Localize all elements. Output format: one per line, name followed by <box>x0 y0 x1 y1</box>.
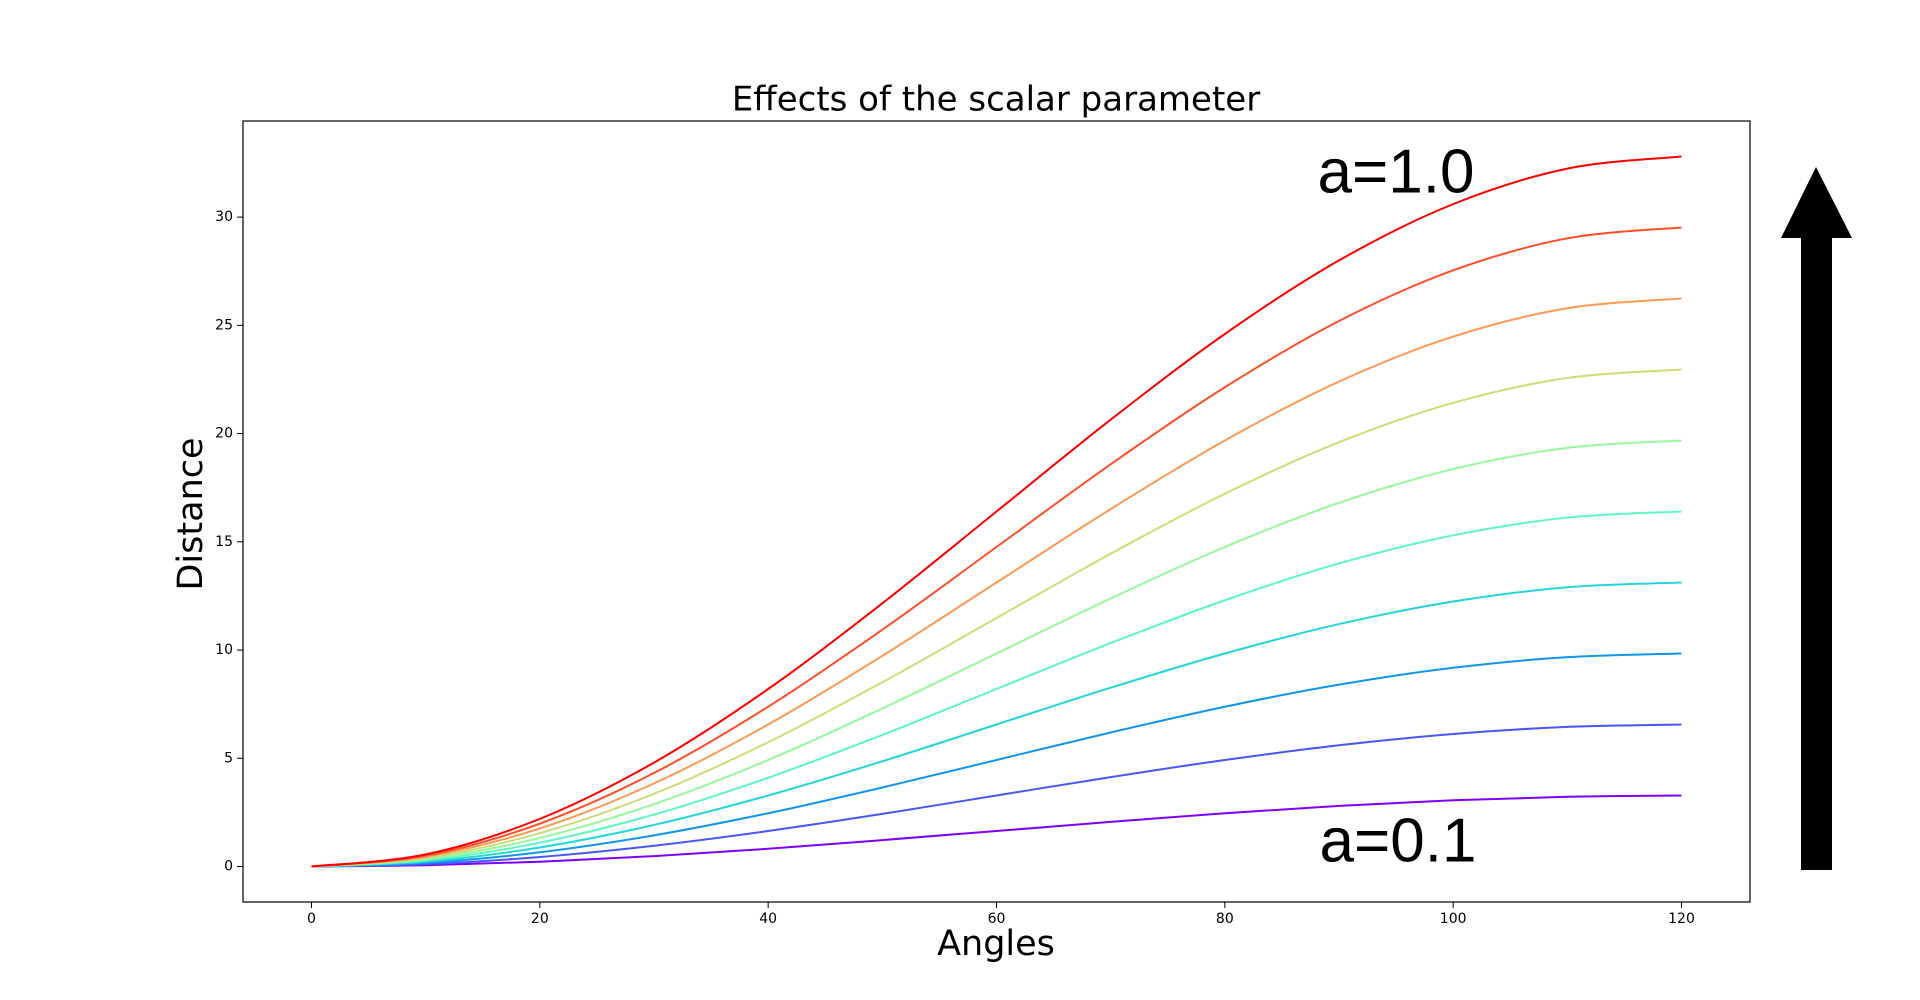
line-series <box>311 652 1682 868</box>
line-series <box>311 794 1682 868</box>
line-series <box>311 368 1682 868</box>
plot-area: 0 20 40 60 80 100 120 0 5 10 15 20 25 30 <box>215 155 1695 927</box>
y-tick-label: 10 <box>215 642 233 658</box>
x-axis-label: Angles <box>937 924 1055 964</box>
y-tick-label: 30 <box>215 209 233 225</box>
y-tick-label: 0 <box>224 859 233 875</box>
x-tick-label: 40 <box>759 911 777 927</box>
x-tick-label: 60 <box>988 911 1006 927</box>
annotation: a=1.0 <box>1318 137 1475 206</box>
line-series <box>311 581 1682 868</box>
y-tick-label: 5 <box>224 750 233 766</box>
x-tick-label: 120 <box>1668 911 1695 927</box>
line-series <box>311 510 1682 868</box>
chart-title: Effects of the scalar parameter <box>732 80 1260 120</box>
line-series <box>311 439 1682 868</box>
y-axis-label: Distance <box>171 437 211 590</box>
arrow <box>1781 167 1852 870</box>
line-series <box>311 723 1682 868</box>
line-series <box>311 226 1682 868</box>
x-tick-label: 80 <box>1216 911 1234 927</box>
x-tick-label: 0 <box>307 911 316 927</box>
axes-frame <box>242 120 1751 903</box>
x-tick-label: 20 <box>531 911 549 927</box>
line-series <box>311 297 1682 868</box>
y-tick-label: 25 <box>215 317 233 333</box>
x-tick-label: 100 <box>1440 911 1467 927</box>
y-tick-label: 15 <box>215 534 233 550</box>
annotation: a=0.1 <box>1320 806 1477 875</box>
y-tick-label: 20 <box>215 426 233 442</box>
line-series <box>311 155 1682 868</box>
